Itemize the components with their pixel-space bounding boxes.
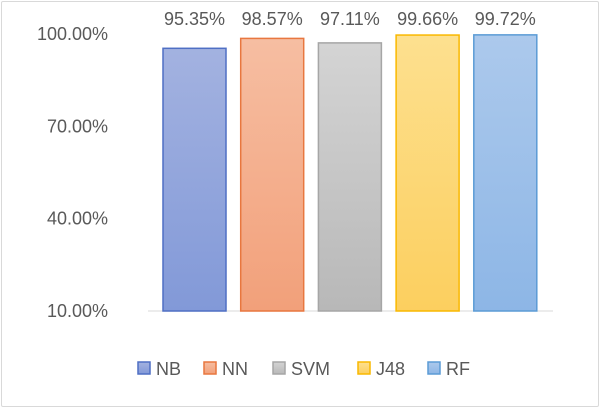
legend-label: NN bbox=[222, 359, 248, 379]
data-label-nb: 95.35% bbox=[164, 9, 225, 29]
y-tick-label: 100.00% bbox=[37, 24, 108, 44]
bar-nn bbox=[239, 37, 305, 312]
legend-label: NB bbox=[156, 359, 181, 379]
bar-svm bbox=[317, 42, 383, 312]
data-label-nn: 98.57% bbox=[242, 9, 303, 29]
bar-rf bbox=[473, 34, 538, 312]
legend-swatch bbox=[272, 361, 286, 375]
legend-swatch bbox=[427, 361, 441, 375]
bar-nb bbox=[162, 47, 227, 312]
data-label-svm: 97.11% bbox=[320, 9, 380, 29]
legend-label: RF bbox=[446, 359, 470, 379]
legend-item-svm: SVM bbox=[272, 359, 330, 379]
bar-j48 bbox=[395, 34, 460, 312]
data-label-rf: 99.72% bbox=[475, 9, 536, 29]
y-tick-label: 10.00% bbox=[47, 301, 108, 321]
legend-item-nb: NB bbox=[137, 359, 181, 379]
y-tick-label: 40.00% bbox=[47, 209, 108, 229]
legend-swatch bbox=[203, 361, 217, 375]
legend-label: SVM bbox=[291, 359, 330, 379]
legend-swatch bbox=[137, 361, 151, 375]
y-tick-label: 70.00% bbox=[47, 116, 108, 136]
legend-swatch bbox=[357, 361, 371, 375]
legend-label: J48 bbox=[376, 359, 405, 379]
legend-item-j48: J48 bbox=[357, 359, 405, 379]
legend-item-rf: RF bbox=[427, 359, 470, 379]
data-label-j48: 99.66% bbox=[397, 9, 458, 29]
legend-item-nn: NN bbox=[203, 359, 248, 379]
